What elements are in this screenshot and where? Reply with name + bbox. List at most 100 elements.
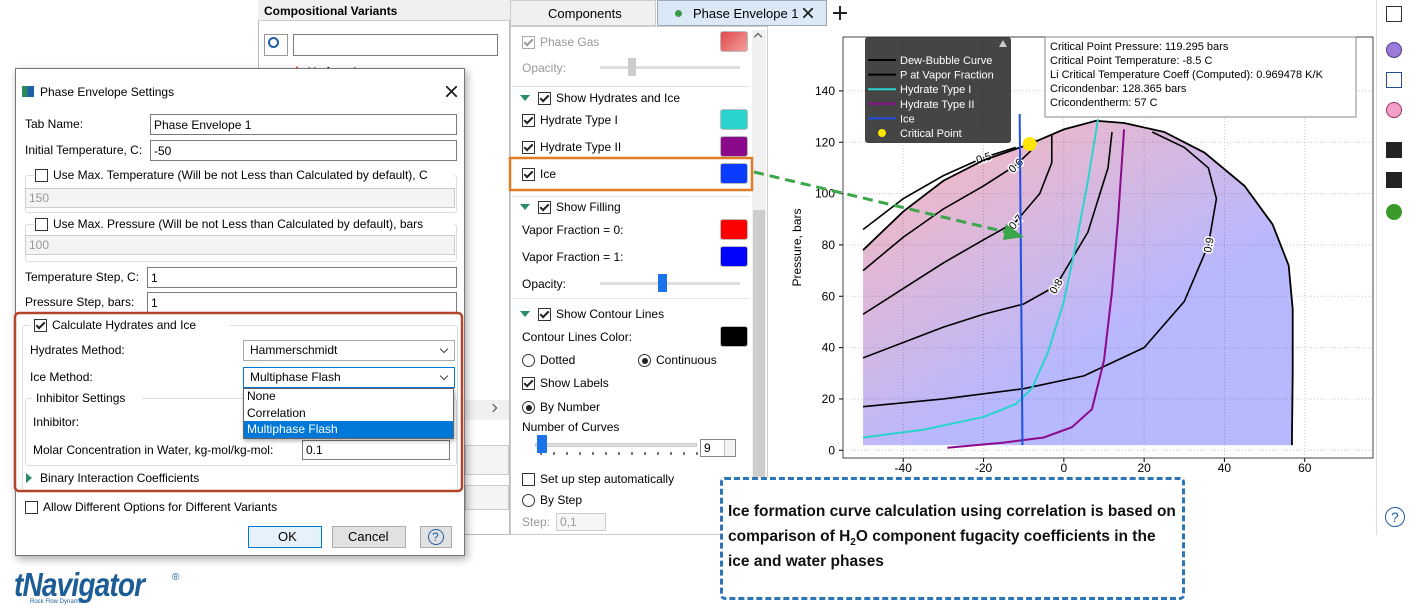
toolbar-button[interactable] (1386, 204, 1402, 220)
color-swatch[interactable] (720, 136, 748, 157)
slider-tick (631, 452, 633, 455)
text-input[interactable] (150, 140, 457, 161)
checkbox[interactable] (34, 319, 47, 332)
separator (512, 86, 750, 87)
label: Compositional Variants (264, 4, 398, 18)
info-box (1044, 36, 1357, 118)
slider-handle[interactable] (658, 274, 667, 292)
checkbox[interactable] (538, 201, 551, 214)
y-tick-label: 80 (822, 238, 836, 252)
group-header (34, 168, 454, 183)
checkbox[interactable] (522, 473, 535, 486)
dew-bubble-curve (862, 119, 1294, 446)
help-circle (428, 529, 444, 545)
slider-tick (683, 452, 685, 455)
label: Allow Different Options for Different Va… (43, 500, 278, 514)
slider-tick (644, 452, 646, 455)
scrollbar-thumb[interactable] (753, 210, 765, 520)
slider-tick (566, 452, 568, 455)
cancel-button[interactable] (332, 526, 406, 548)
hydrate-type-2-curve (947, 129, 1126, 449)
text-input[interactable] (302, 440, 450, 460)
label: Binary Interaction Coefficients (40, 471, 200, 485)
text-input[interactable] (150, 114, 457, 135)
slider-tick (670, 452, 672, 455)
app-icon (22, 86, 34, 97)
scroll-area (465, 400, 509, 420)
checkbox[interactable] (522, 377, 535, 390)
toolbar-button[interactable] (1386, 142, 1402, 158)
color-swatch[interactable] (720, 163, 748, 184)
radio-button[interactable] (522, 401, 535, 414)
dialog-title: Phase Envelope Settings (40, 85, 175, 99)
tab-active[interactable] (657, 0, 827, 26)
color-swatch[interactable] (720, 219, 748, 240)
text-input[interactable] (147, 292, 457, 313)
legend-marker (878, 129, 886, 137)
expand-arrow[interactable] (520, 95, 530, 101)
label: Contour Lines Color: (522, 330, 633, 344)
label: Initial Temperature, C: (25, 143, 143, 157)
expand-arrow[interactable] (26, 473, 32, 483)
search-input[interactable] (293, 34, 498, 56)
tab[interactable] (510, 0, 656, 26)
label: Hydrates Method: (30, 343, 125, 357)
checkbox[interactable] (522, 36, 535, 49)
color-swatch[interactable] (720, 326, 748, 347)
color-swatch[interactable] (720, 109, 748, 130)
checkbox[interactable] (522, 114, 535, 127)
spin-buttons (724, 440, 735, 456)
info-line: Li Critical Temperature Coeff (Computed)… (1050, 69, 1324, 81)
logo-mark: ® (172, 572, 180, 583)
add-tab[interactable] (833, 6, 847, 20)
slider-tick (540, 452, 542, 455)
x-tick-label: 20 (1137, 461, 1151, 475)
group-header (34, 217, 454, 232)
radio-button[interactable] (522, 494, 535, 507)
dropdown-option[interactable]: Multiphase Flash (247, 422, 338, 436)
label: Vapor Fraction = 1: (522, 250, 624, 264)
color-swatch[interactable] (720, 246, 748, 267)
expand-arrow[interactable] (520, 311, 530, 317)
y-tick-label: 100 (815, 187, 835, 201)
separator (512, 298, 750, 299)
legend-label: Ice (900, 113, 915, 125)
checkbox[interactable] (522, 168, 535, 181)
checkbox[interactable] (538, 308, 551, 321)
search-lens (268, 37, 279, 48)
slider-handle[interactable] (537, 435, 547, 453)
checkbox[interactable] (35, 169, 48, 182)
label: Temperature Step, C: (25, 270, 140, 284)
x-tick-label: 40 (1218, 461, 1232, 475)
dialog-close[interactable] (446, 86, 457, 97)
text-input[interactable] (147, 267, 457, 288)
phase-envelope-chart: -40-200204060020406080100120140Temperatu… (770, 25, 1376, 533)
toolbar-button[interactable] (1386, 172, 1402, 188)
toolbar-button[interactable] (1386, 102, 1402, 118)
toolbar-button[interactable] (1386, 6, 1402, 22)
checkbox[interactable] (538, 92, 551, 105)
radio-button[interactable] (522, 354, 535, 367)
radio-button[interactable] (638, 354, 651, 367)
toolbar-button[interactable] (1386, 72, 1402, 88)
tab-close[interactable] (803, 8, 813, 18)
checkbox[interactable] (522, 141, 535, 154)
help-button[interactable] (1385, 507, 1405, 527)
checkbox[interactable] (35, 218, 48, 231)
slider-tick (605, 452, 607, 455)
slider-handle[interactable] (628, 58, 636, 76)
label: Hydrate Type I (540, 113, 618, 127)
ok-button[interactable] (248, 526, 322, 548)
expand-arrow[interactable] (520, 204, 530, 210)
dropdown-option[interactable]: None (247, 389, 276, 403)
checkbox[interactable] (25, 501, 38, 514)
help-icon: ? (1391, 509, 1399, 525)
dropdown-option[interactable]: Correlation (247, 405, 306, 420)
color-swatch[interactable] (720, 31, 748, 52)
label: Phase Gas (540, 35, 600, 49)
slider-track (535, 443, 697, 447)
label: Use Max. Temperature (Will be not Less t… (53, 168, 428, 182)
label: Show Hydrates and Ice (556, 91, 681, 105)
toolbar-button[interactable] (1386, 42, 1402, 58)
slider-tick (579, 452, 581, 455)
